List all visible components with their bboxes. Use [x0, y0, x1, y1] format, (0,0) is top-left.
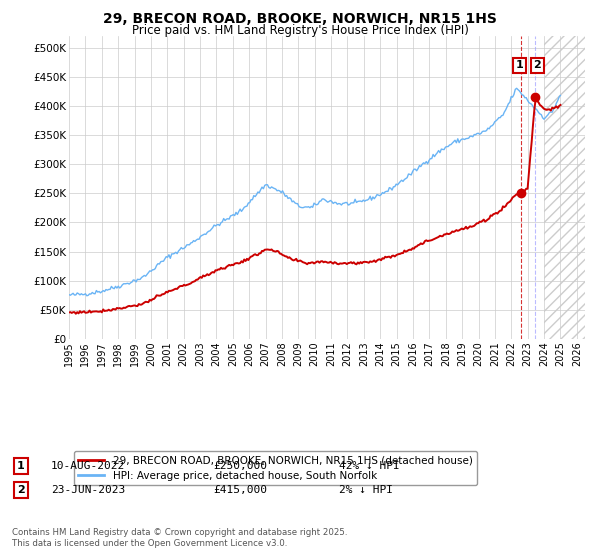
Text: 1: 1: [17, 461, 25, 471]
Text: 29, BRECON ROAD, BROOKE, NORWICH, NR15 1HS: 29, BRECON ROAD, BROOKE, NORWICH, NR15 1…: [103, 12, 497, 26]
Text: 2: 2: [533, 60, 541, 71]
Text: 1: 1: [515, 60, 523, 71]
Text: Contains HM Land Registry data © Crown copyright and database right 2025.
This d: Contains HM Land Registry data © Crown c…: [12, 528, 347, 548]
Text: Price paid vs. HM Land Registry's House Price Index (HPI): Price paid vs. HM Land Registry's House …: [131, 24, 469, 37]
Text: 42% ↓ HPI: 42% ↓ HPI: [339, 461, 400, 471]
Text: £250,000: £250,000: [213, 461, 267, 471]
Text: 2% ↓ HPI: 2% ↓ HPI: [339, 485, 393, 495]
Text: £415,000: £415,000: [213, 485, 267, 495]
Text: 2: 2: [17, 485, 25, 495]
Text: 23-JUN-2023: 23-JUN-2023: [51, 485, 125, 495]
Text: 10-AUG-2022: 10-AUG-2022: [51, 461, 125, 471]
Legend: 29, BRECON ROAD, BROOKE, NORWICH, NR15 1HS (detached house), HPI: Average price,: 29, BRECON ROAD, BROOKE, NORWICH, NR15 1…: [74, 451, 477, 485]
